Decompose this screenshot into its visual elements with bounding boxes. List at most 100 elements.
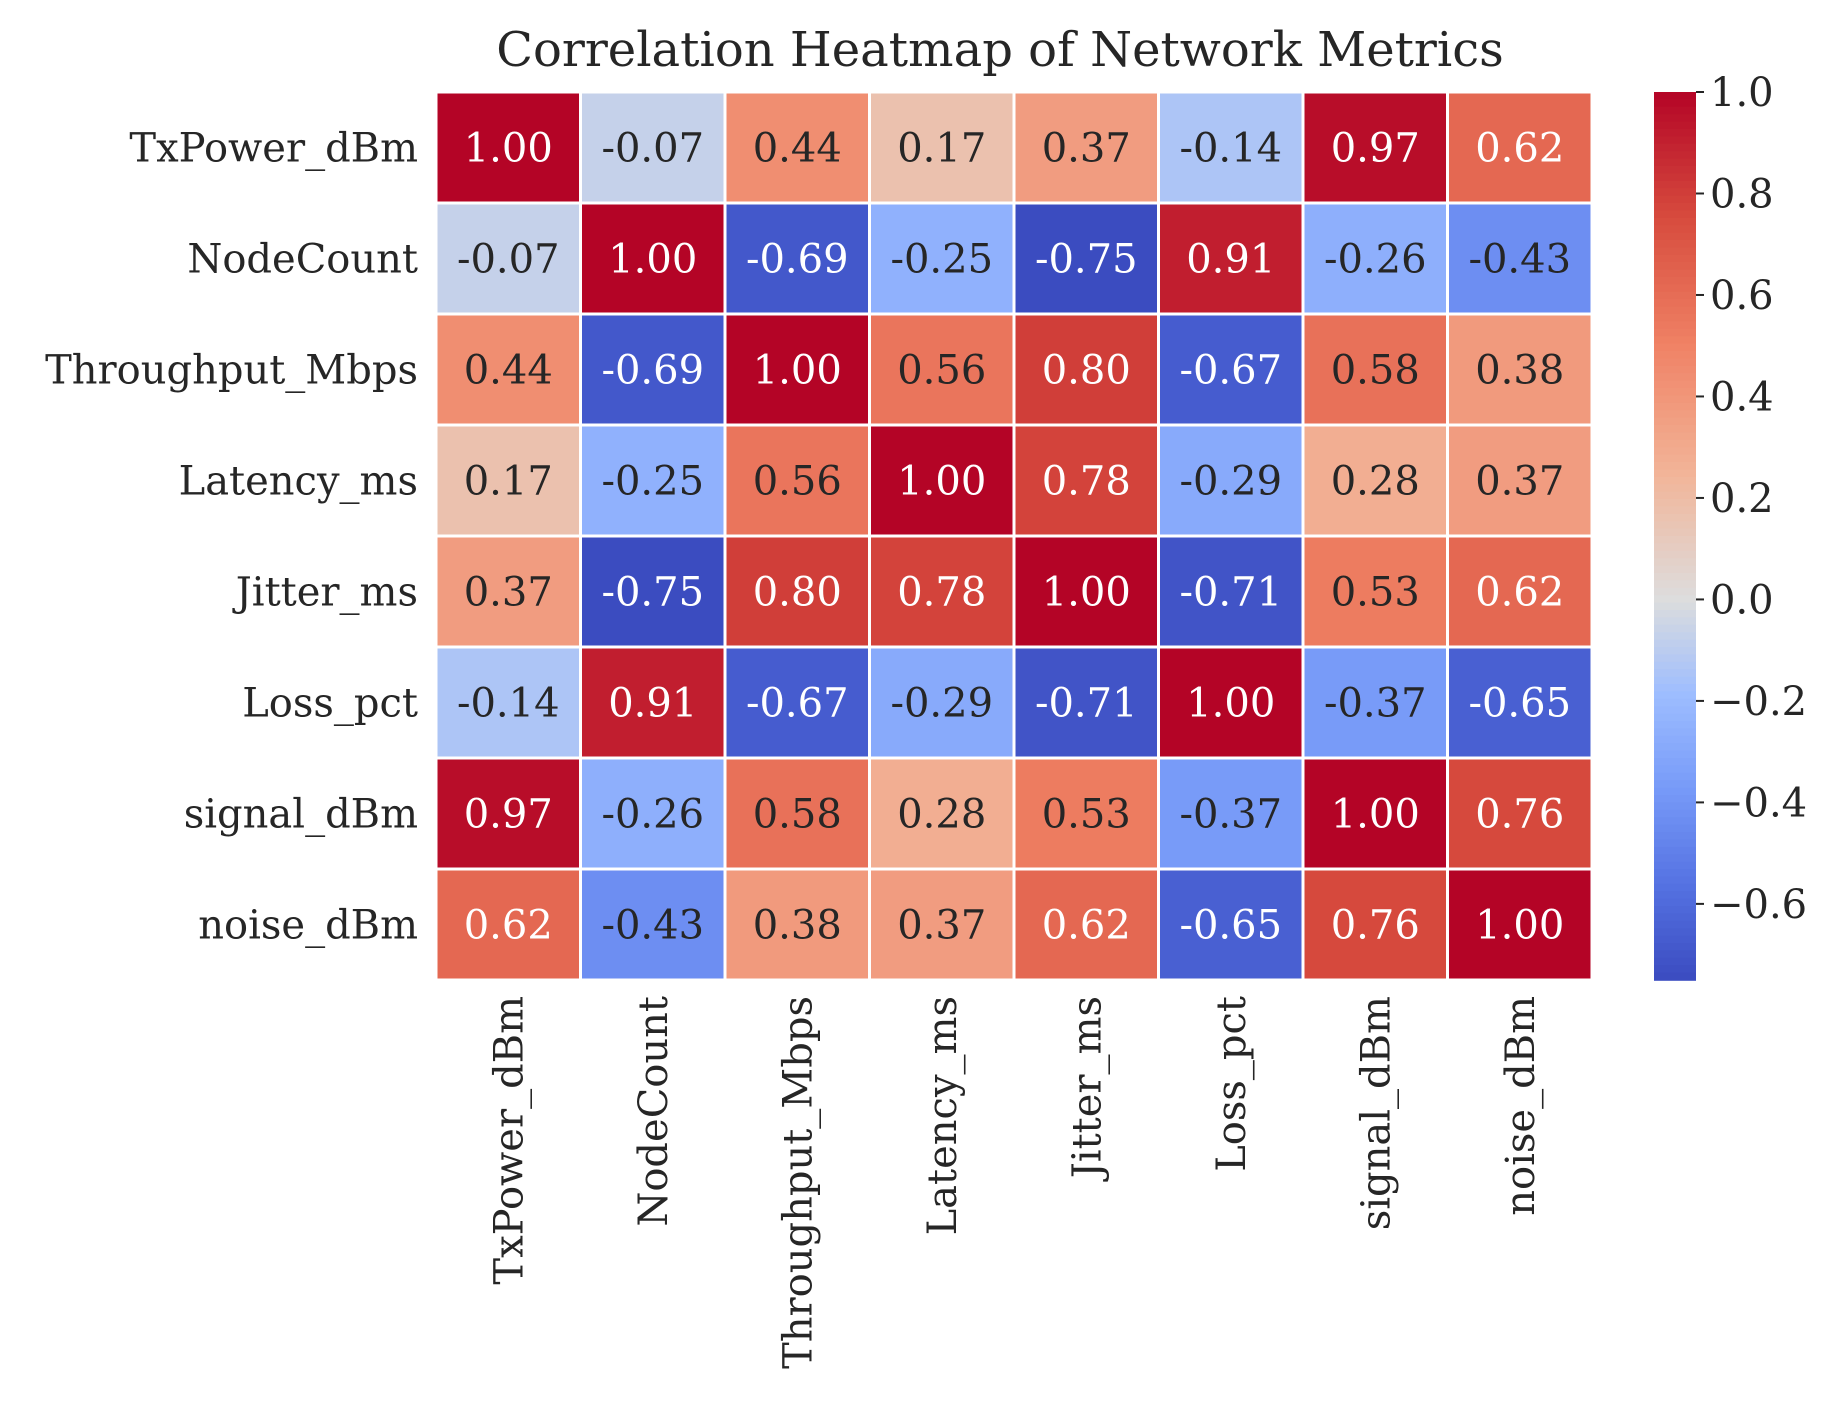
heatmap-cells: 1.00 -0.07 0.44 0.17 0.37 -0.14 0.97 0.62 -0.07 1… — [434, 90, 1594, 982]
colorbar-segment — [1654, 447, 1696, 456]
cell-value-label: 0.80 — [753, 570, 842, 616]
colorbar-segment — [1654, 188, 1696, 197]
cell-value-label: -0.26 — [601, 792, 704, 838]
colorbar-segment — [1654, 906, 1696, 915]
colorbar-segment — [1654, 358, 1696, 367]
cell-value-label: 0.38 — [753, 903, 842, 949]
colorbar-segment — [1654, 380, 1696, 389]
heatmap-cell — [1446, 90, 1594, 205]
column-labels: TxPower_dBm NodeCount Throughput_Mbps Laten… — [486, 996, 1544, 1369]
heatmap-cell — [1012, 756, 1160, 871]
colorbar-segment — [1654, 957, 1696, 966]
colorbar-segment — [1654, 891, 1696, 900]
colorbar-segment — [1654, 225, 1696, 234]
colorbar-segment — [1654, 269, 1696, 278]
colorbar-segment — [1654, 632, 1696, 641]
colorbar-segment — [1654, 484, 1696, 493]
heatmap-cell — [1012, 312, 1160, 427]
colorbar-segment — [1654, 854, 1696, 863]
colorbar-segment — [1654, 869, 1696, 878]
heatmap-cell — [723, 645, 871, 760]
colorbar-segment — [1654, 321, 1696, 330]
cell-value-label: 0.78 — [897, 570, 986, 616]
colorbar-segment — [1654, 846, 1696, 855]
row-labels: TxPower_dBm NodeCount Throughput_Mbps Laten… — [45, 126, 418, 949]
heatmap-cell — [579, 312, 727, 427]
heatmap-cell — [1301, 312, 1449, 427]
heatmap-cell — [434, 90, 582, 205]
cell-value-label: -0.14 — [457, 681, 560, 727]
cell-value-label: 0.53 — [1042, 792, 1131, 838]
cell-value-label: 0.53 — [1331, 570, 1420, 616]
colorbar-segment — [1654, 136, 1696, 145]
cell-value-label: 0.44 — [753, 126, 842, 172]
colorbar-segment — [1654, 943, 1696, 952]
colorbar-tick-label: 0.6 — [1710, 273, 1774, 319]
colorbar-segment — [1654, 299, 1696, 308]
column-label: TxPower_dBm — [486, 996, 532, 1285]
colorbar-segment — [1654, 928, 1696, 937]
colorbar-segment — [1654, 247, 1696, 256]
column-label: signal_dBm — [1353, 996, 1399, 1230]
colorbar-segment — [1654, 706, 1696, 715]
colorbar-tick-label: −0.6 — [1710, 882, 1807, 928]
heatmap-cell — [723, 756, 871, 871]
cell-value-label: 0.76 — [1475, 792, 1564, 838]
heatmap-cell — [723, 312, 871, 427]
colorbar-segment — [1654, 536, 1696, 545]
heatmap-cell — [1157, 756, 1305, 871]
heatmap-cell — [1157, 312, 1305, 427]
colorbar-segment — [1654, 639, 1696, 648]
colorbar-segment — [1654, 617, 1696, 626]
colorbar-segment — [1654, 469, 1696, 478]
colorbar-segment — [1654, 883, 1696, 892]
colorbar-segment — [1654, 143, 1696, 152]
column-label: Throughput_Mbps — [775, 996, 821, 1369]
colorbar-segment — [1654, 602, 1696, 611]
colorbar-segment — [1654, 839, 1696, 848]
heatmap-cell — [1446, 867, 1594, 982]
colorbar-segment — [1654, 669, 1696, 678]
cell-value-label: -0.26 — [1324, 237, 1427, 283]
colorbar-segment — [1654, 439, 1696, 448]
colorbar-segment — [1654, 913, 1696, 922]
colorbar-segment — [1654, 462, 1696, 471]
colorbar-segment — [1654, 121, 1696, 130]
colorbar-segment — [1654, 610, 1696, 619]
colorbar: 1.0 0.8 0.6 0.4 0.2 0.0 −0.2 −0.4 −0.6 — [1654, 70, 1807, 981]
colorbar-segment — [1654, 728, 1696, 737]
colorbar-segment — [1654, 972, 1696, 981]
colorbar-segment — [1654, 587, 1696, 596]
row-label: Loss_pct — [242, 681, 418, 727]
heatmap-cell — [1157, 867, 1305, 982]
colorbar-segment — [1654, 195, 1696, 204]
heatmap-cell — [723, 423, 871, 538]
colorbar-segment — [1654, 565, 1696, 574]
heatmap-cell — [1301, 645, 1449, 760]
colorbar-segment — [1654, 713, 1696, 722]
cell-value-label: -0.71 — [1179, 570, 1282, 616]
colorbar-segment — [1654, 92, 1696, 101]
colorbar-segment — [1654, 425, 1696, 434]
cell-value-label: 0.76 — [1331, 903, 1420, 949]
cell-value-label: 0.62 — [1475, 126, 1564, 172]
colorbar-segment — [1654, 151, 1696, 160]
colorbar-segment — [1654, 661, 1696, 670]
colorbar-segment — [1654, 521, 1696, 530]
colorbar-tick-label: 0.2 — [1710, 476, 1774, 522]
heatmap-cell — [868, 423, 1016, 538]
colorbar-segment — [1654, 920, 1696, 929]
heatmap-cell — [1446, 201, 1594, 316]
cell-value-label: 0.62 — [464, 903, 553, 949]
cell-value-label: -0.29 — [1179, 459, 1282, 505]
cell-value-label: 0.37 — [1475, 459, 1564, 505]
colorbar-segment — [1654, 388, 1696, 397]
heatmap-cell — [1012, 423, 1160, 538]
colorbar-segment — [1654, 203, 1696, 212]
heatmap-cell — [1301, 756, 1449, 871]
colorbar-segment — [1654, 654, 1696, 663]
colorbar-segment — [1654, 454, 1696, 463]
heatmap-cell — [723, 867, 871, 982]
